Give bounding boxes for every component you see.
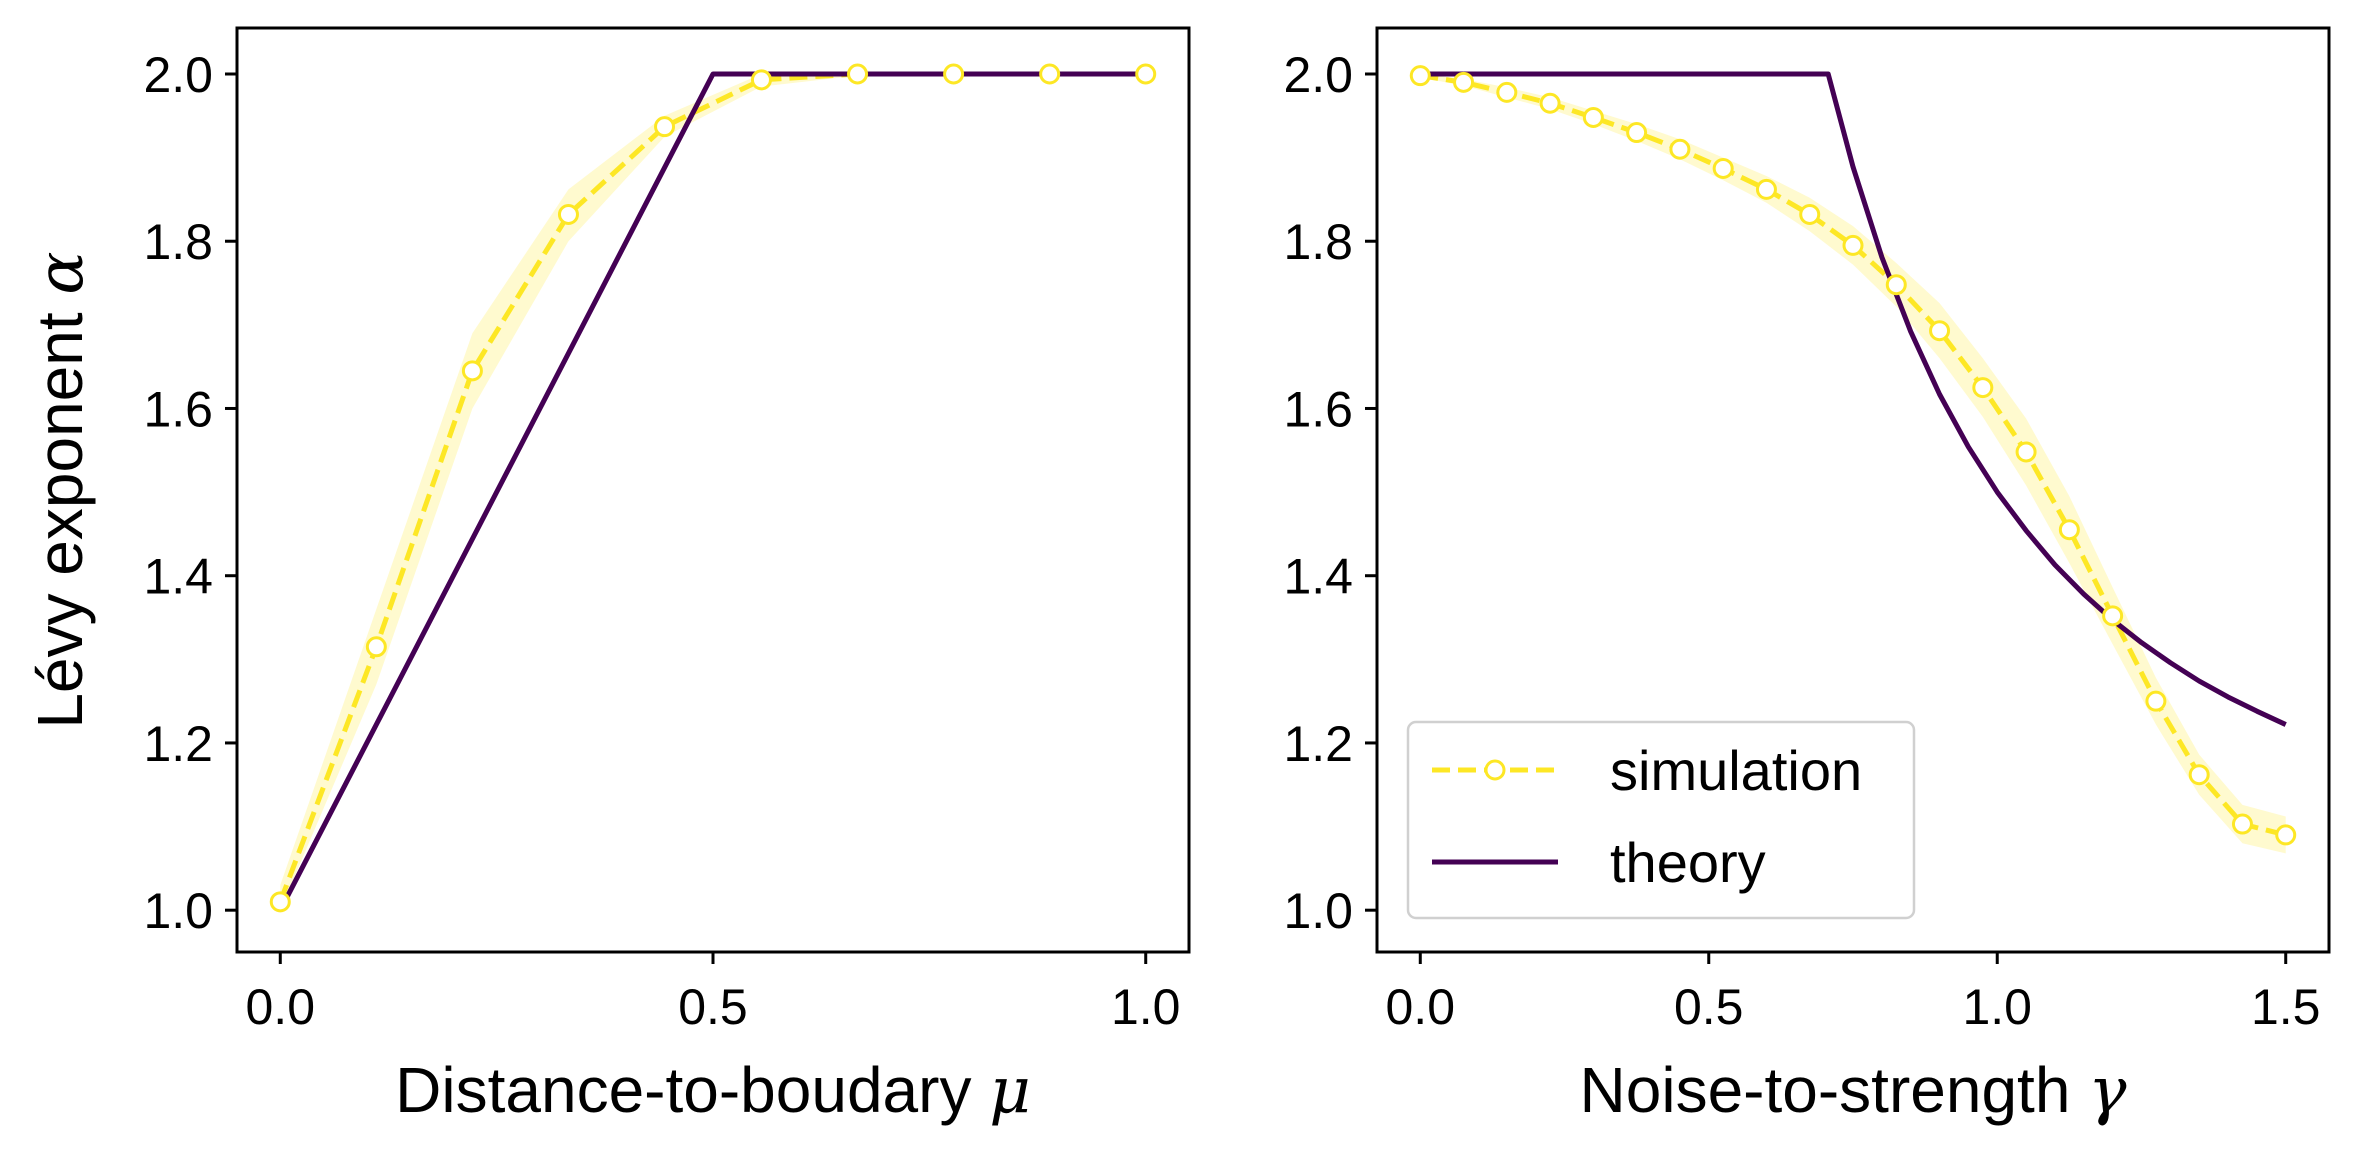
right-simulation-point (1669, 138, 1691, 160)
left-simulation-point (461, 360, 483, 382)
right-simulation-point (1799, 203, 1821, 225)
right-y-tick-label: 1.0 (1283, 883, 1353, 939)
left-y-tick-label: 2.0 (143, 47, 213, 103)
left-x-tick-label: 1.0 (1111, 979, 1181, 1035)
left-y-tick-label: 1.6 (143, 381, 213, 437)
legend-entry-simulation: simulation (1432, 739, 1862, 802)
left-y-tick-label: 1.8 (143, 214, 213, 270)
left-plot-frame (235, 26, 1191, 954)
right-plot-frame (1375, 26, 2331, 954)
right-y-tick-label: 1.2 (1283, 716, 1353, 772)
right-simulation-point (1972, 377, 1994, 399)
left-simulation-point (847, 63, 869, 85)
right-panel: 0.0 0.5 1.0 1.5 1.0 1.2 1.4 1.6 1.8 2.0 Noise-to-… (1283, 26, 2331, 1128)
left-simulation-point (1039, 63, 1061, 85)
left-x-tick-label: 0.0 (246, 979, 316, 1035)
left-simulation-point (750, 69, 772, 91)
right-simulation-point (1496, 81, 1518, 103)
legend: simulation theory (1406, 720, 1916, 920)
right-simulation-point (1755, 178, 1777, 200)
left-simulation-point (1135, 63, 1157, 85)
legend-entry-theory: theory (1432, 831, 1766, 894)
left-simulation-line (277, 71, 1146, 903)
right-simulation-point (2145, 690, 2167, 712)
right-simulation-point (2275, 824, 2297, 846)
right-y-tick-label: 1.6 (1283, 381, 1353, 437)
left-simulation-point (943, 63, 965, 85)
left-simulation-point (269, 891, 291, 913)
right-simulation-point (2058, 519, 2080, 541)
right-simulation-point (2231, 813, 2253, 835)
left-y-tick-label: 1.0 (143, 883, 213, 939)
left-simulation-point (365, 636, 387, 658)
right-simulation-point (1453, 71, 1475, 93)
right-simulation-point (1929, 320, 1951, 342)
right-simulation-point (1539, 92, 1561, 114)
right-simulation-point (1582, 106, 1604, 128)
legend-label-simulation: simulation (1610, 739, 1862, 802)
right-x-tick-label: 1.0 (1962, 979, 2032, 1035)
legend-simulation-marker (1484, 759, 1506, 781)
right-simulation-point (1712, 157, 1734, 179)
left-y-tick-label: 1.4 (143, 549, 213, 605)
left-y-tick-label: 1.2 (143, 716, 213, 772)
right-x-tick-label: 0.0 (1386, 979, 1456, 1035)
right-y-tick-label: 1.8 (1283, 214, 1353, 270)
right-x-axis-title: Noise-to-strength γ (1580, 1054, 2128, 1128)
left-y-axis-title: Lévy exponent α (24, 251, 98, 728)
left-theory-line (278, 71, 1146, 912)
right-simulation-point (2102, 605, 2124, 627)
right-simulation-point (1842, 234, 1864, 256)
right-y-tick-label: 1.4 (1283, 549, 1353, 605)
left-x-axis-title: Distance-to-boudary μ (395, 1054, 1031, 1128)
right-x-tick-label: 0.5 (1674, 979, 1744, 1035)
right-simulation-point (1885, 274, 1907, 296)
left-x-tick-label: 0.5 (678, 979, 748, 1035)
left-simulation-point (557, 203, 579, 225)
left-simulation-band (280, 73, 1146, 911)
legend-box (1406, 720, 1916, 920)
legend-label-theory: theory (1610, 831, 1766, 894)
right-simulation-point (1626, 122, 1648, 144)
right-simulation-point (1409, 65, 1431, 87)
right-y-tick-label: 2.0 (1283, 47, 1353, 103)
right-simulation-point (2188, 764, 2210, 786)
right-simulation-point (2015, 441, 2037, 463)
left-panel: 0.0 0.5 1.0 1.0 1.2 1.4 1.6 1.8 2.0 Distance-to-… (24, 26, 1191, 1128)
right-theory-line (1420, 71, 2287, 727)
right-x-tick-label: 1.5 (2251, 979, 2321, 1035)
left-simulation-point (654, 116, 676, 138)
